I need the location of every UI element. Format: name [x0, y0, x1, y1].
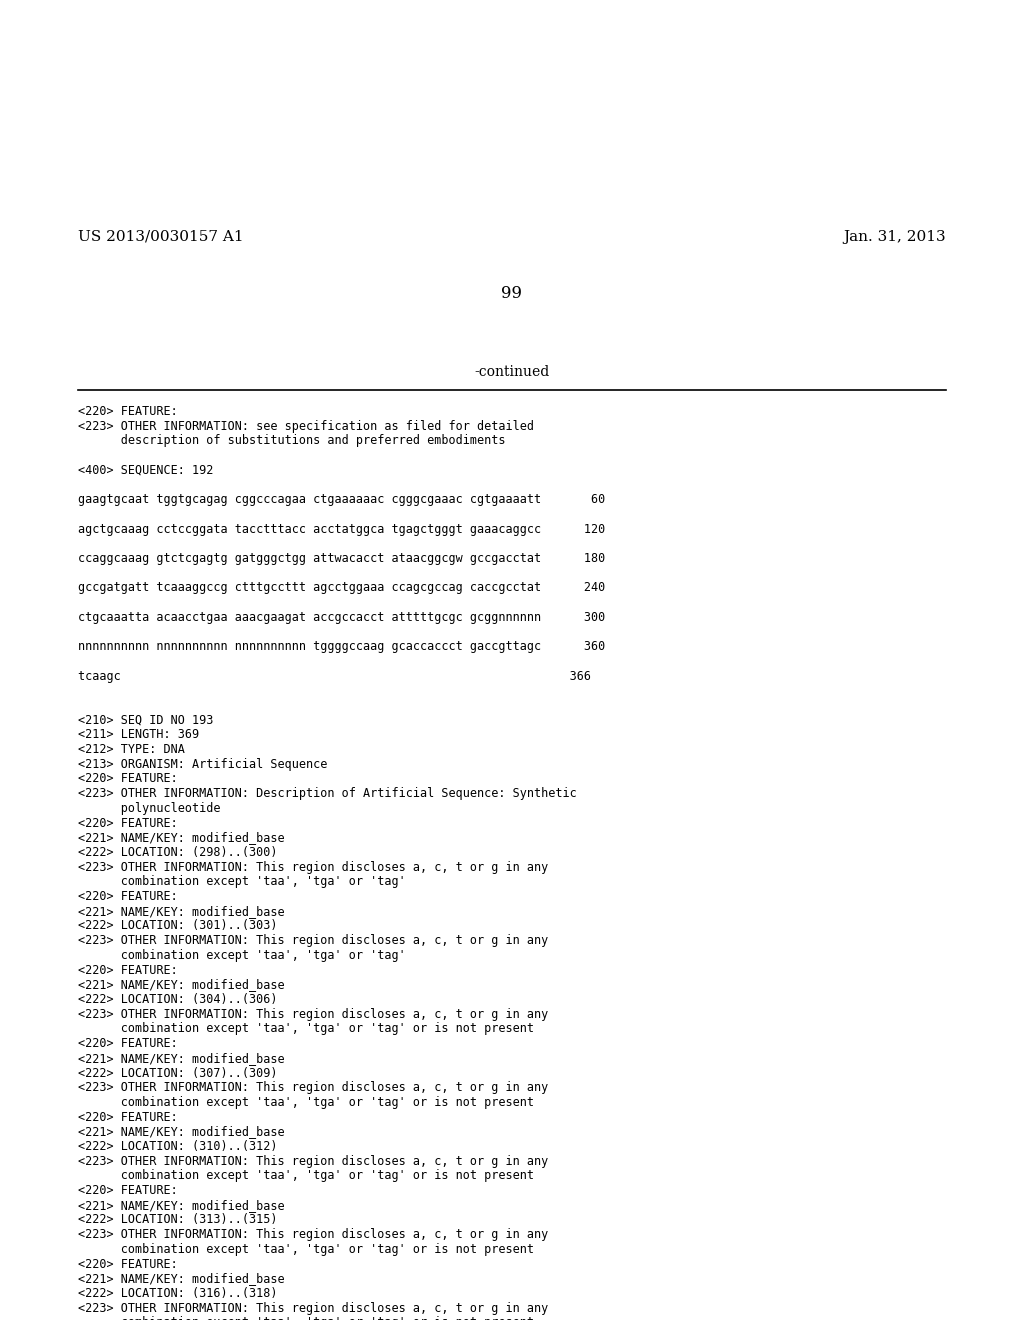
- Text: gaagtgcaat tggtgcagag cggcccagaa ctgaaaaaac cgggcgaaac cgtgaaaatt       60: gaagtgcaat tggtgcagag cggcccagaa ctgaaaa…: [78, 494, 605, 506]
- Text: ccaggcaaag gtctcgagtg gatgggctgg attwacacct ataacggcgw gccgacctat      180: ccaggcaaag gtctcgagtg gatgggctgg attwaca…: [78, 552, 605, 565]
- Text: combination except 'taa', 'tga' or 'tag' or is not present: combination except 'taa', 'tga' or 'tag'…: [78, 1170, 534, 1183]
- Text: <221> NAME/KEY: modified_base: <221> NAME/KEY: modified_base: [78, 1052, 285, 1065]
- Text: <212> TYPE: DNA: <212> TYPE: DNA: [78, 743, 184, 756]
- Text: <221> NAME/KEY: modified_base: <221> NAME/KEY: modified_base: [78, 832, 285, 845]
- Text: ctgcaaatta acaacctgaa aaacgaagat accgccacct atttttgcgc gcggnnnnnn      300: ctgcaaatta acaacctgaa aaacgaagat accgcca…: [78, 611, 605, 624]
- Text: <222> LOCATION: (310)..(312): <222> LOCATION: (310)..(312): [78, 1140, 278, 1152]
- Text: tcaagc                                                               366: tcaagc 366: [78, 669, 591, 682]
- Text: <223> OTHER INFORMATION: This region discloses a, c, t or g in any: <223> OTHER INFORMATION: This region dis…: [78, 1155, 548, 1168]
- Text: <210> SEQ ID NO 193: <210> SEQ ID NO 193: [78, 714, 213, 727]
- Text: combination except 'taa', 'tga' or 'tag' or is not present: combination except 'taa', 'tga' or 'tag'…: [78, 1316, 534, 1320]
- Text: <222> LOCATION: (313)..(315): <222> LOCATION: (313)..(315): [78, 1213, 278, 1226]
- Text: US 2013/0030157 A1: US 2013/0030157 A1: [78, 230, 244, 244]
- Text: <220> FEATURE:: <220> FEATURE:: [78, 1038, 177, 1051]
- Text: <223> OTHER INFORMATION: This region discloses a, c, t or g in any: <223> OTHER INFORMATION: This region dis…: [78, 1081, 548, 1094]
- Text: gccgatgatt tcaaaggccg ctttgccttt agcctggaaa ccagcgccag caccgcctat      240: gccgatgatt tcaaaggccg ctttgccttt agcctgg…: [78, 581, 605, 594]
- Text: <220> FEATURE:: <220> FEATURE:: [78, 1110, 177, 1123]
- Text: combination except 'taa', 'tga' or 'tag' or is not present: combination except 'taa', 'tga' or 'tag'…: [78, 1096, 534, 1109]
- Text: <211> LENGTH: 369: <211> LENGTH: 369: [78, 729, 199, 742]
- Text: <221> NAME/KEY: modified_base: <221> NAME/KEY: modified_base: [78, 1125, 285, 1138]
- Text: -continued: -continued: [474, 366, 550, 379]
- Text: combination except 'taa', 'tga' or 'tag' or is not present: combination except 'taa', 'tga' or 'tag'…: [78, 1243, 534, 1255]
- Text: <223> OTHER INFORMATION: This region discloses a, c, t or g in any: <223> OTHER INFORMATION: This region dis…: [78, 1228, 548, 1241]
- Text: <222> LOCATION: (304)..(306): <222> LOCATION: (304)..(306): [78, 993, 278, 1006]
- Text: 99: 99: [502, 285, 522, 302]
- Text: <222> LOCATION: (307)..(309): <222> LOCATION: (307)..(309): [78, 1067, 278, 1080]
- Text: <223> OTHER INFORMATION: Description of Artificial Sequence: Synthetic: <223> OTHER INFORMATION: Description of …: [78, 787, 577, 800]
- Text: <220> FEATURE:: <220> FEATURE:: [78, 890, 177, 903]
- Text: <223> OTHER INFORMATION: This region discloses a, c, t or g in any: <223> OTHER INFORMATION: This region dis…: [78, 1302, 548, 1315]
- Text: combination except 'taa', 'tga' or 'tag': combination except 'taa', 'tga' or 'tag': [78, 949, 406, 962]
- Text: <223> OTHER INFORMATION: This region discloses a, c, t or g in any: <223> OTHER INFORMATION: This region dis…: [78, 1007, 548, 1020]
- Text: <222> LOCATION: (301)..(303): <222> LOCATION: (301)..(303): [78, 920, 278, 932]
- Text: <221> NAME/KEY: modified_base: <221> NAME/KEY: modified_base: [78, 1272, 285, 1286]
- Text: polynucleotide: polynucleotide: [78, 801, 220, 814]
- Text: <220> FEATURE:: <220> FEATURE:: [78, 772, 177, 785]
- Text: <222> LOCATION: (298)..(300): <222> LOCATION: (298)..(300): [78, 846, 278, 859]
- Text: <223> OTHER INFORMATION: This region discloses a, c, t or g in any: <223> OTHER INFORMATION: This region dis…: [78, 935, 548, 948]
- Text: Jan. 31, 2013: Jan. 31, 2013: [844, 230, 946, 244]
- Text: <213> ORGANISM: Artificial Sequence: <213> ORGANISM: Artificial Sequence: [78, 758, 328, 771]
- Text: agctgcaaag cctccggata tacctttacc acctatggca tgagctgggt gaaacaggcc      120: agctgcaaag cctccggata tacctttacc acctatg…: [78, 523, 605, 536]
- Text: <400> SEQUENCE: 192: <400> SEQUENCE: 192: [78, 463, 213, 477]
- Text: <220> FEATURE:: <220> FEATURE:: [78, 1258, 177, 1271]
- Text: <223> OTHER INFORMATION: This region discloses a, c, t or g in any: <223> OTHER INFORMATION: This region dis…: [78, 861, 548, 874]
- Text: <220> FEATURE:: <220> FEATURE:: [78, 964, 177, 977]
- Text: <220> FEATURE:: <220> FEATURE:: [78, 1184, 177, 1197]
- Text: <223> OTHER INFORMATION: see specification as filed for detailed: <223> OTHER INFORMATION: see specificati…: [78, 420, 534, 433]
- Text: <221> NAME/KEY: modified_base: <221> NAME/KEY: modified_base: [78, 1199, 285, 1212]
- Text: combination except 'taa', 'tga' or 'tag': combination except 'taa', 'tga' or 'tag': [78, 875, 406, 888]
- Text: <221> NAME/KEY: modified_base: <221> NAME/KEY: modified_base: [78, 978, 285, 991]
- Text: nnnnnnnnnn nnnnnnnnnn nnnnnnnnnn tggggccaag gcaccaccct gaccgttagc      360: nnnnnnnnnn nnnnnnnnnn nnnnnnnnnn tggggcc…: [78, 640, 605, 653]
- Text: <220> FEATURE:: <220> FEATURE:: [78, 405, 177, 418]
- Text: <221> NAME/KEY: modified_base: <221> NAME/KEY: modified_base: [78, 904, 285, 917]
- Text: <220> FEATURE:: <220> FEATURE:: [78, 817, 177, 829]
- Text: combination except 'taa', 'tga' or 'tag' or is not present: combination except 'taa', 'tga' or 'tag'…: [78, 1023, 534, 1035]
- Text: <222> LOCATION: (316)..(318): <222> LOCATION: (316)..(318): [78, 1287, 278, 1300]
- Text: description of substitutions and preferred embodiments: description of substitutions and preferr…: [78, 434, 505, 447]
